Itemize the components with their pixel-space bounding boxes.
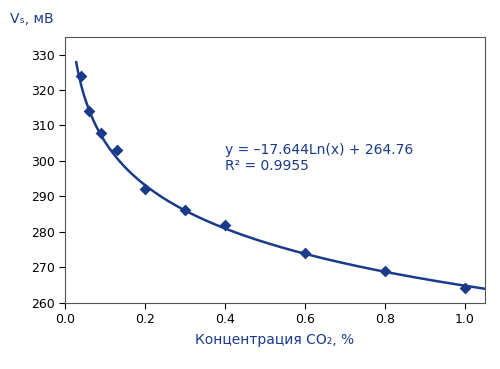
Point [141,186,149,192]
Point [97,130,105,135]
Text: Vₛ, мВ: Vₛ, мВ [10,12,54,26]
Point [85,108,93,114]
Point [301,250,309,256]
Point [461,286,469,292]
Point [113,147,121,153]
X-axis label: Концентрация CO₂, %: Концентрация CO₂, % [196,333,354,347]
Point [221,222,229,228]
Text: y = –17.644Ln(x) + 264.76
R² = 0.9955: y = –17.644Ln(x) + 264.76 R² = 0.9955 [225,143,413,173]
Point [181,207,189,213]
Point [77,73,85,79]
Point [381,268,389,274]
